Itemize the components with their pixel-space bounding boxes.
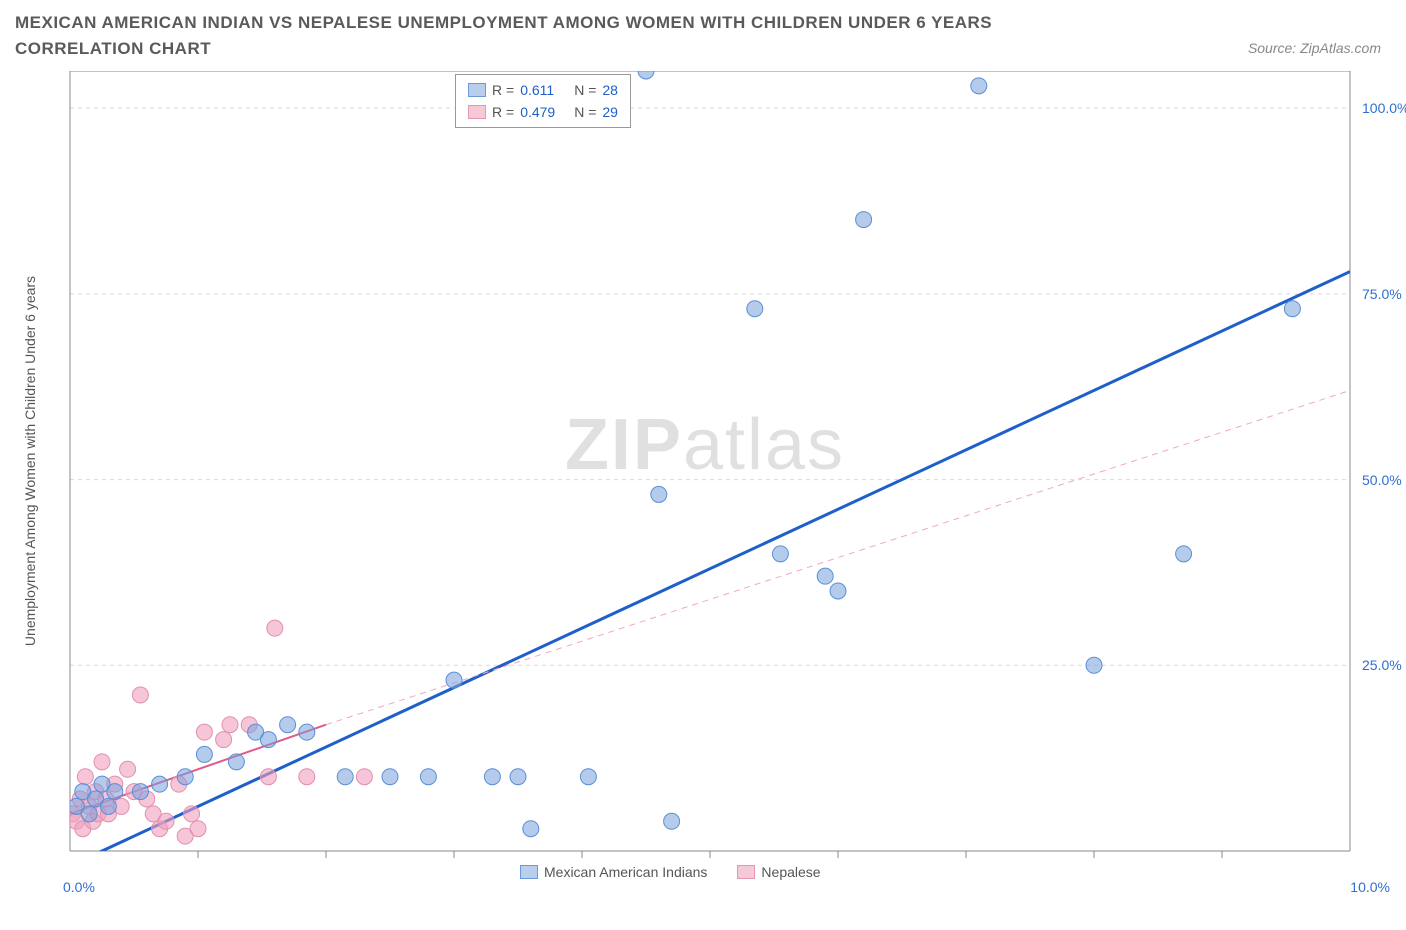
- r-label: R =: [492, 79, 514, 101]
- y-axis-label: Unemployment Among Women with Children U…: [22, 276, 38, 646]
- legend-swatch: [737, 865, 755, 879]
- legend-swatch: [468, 105, 486, 119]
- stats-row: R = 0.479 N = 29: [468, 101, 618, 123]
- legend-item: Mexican American Indians: [520, 864, 707, 880]
- legend-swatch: [520, 865, 538, 879]
- n-label: N =: [574, 101, 596, 123]
- scatter-chart: [15, 71, 1395, 901]
- n-label: N =: [574, 79, 596, 101]
- x-axis-min-label: 0.0%: [63, 879, 95, 895]
- r-value: 0.611: [520, 79, 568, 101]
- y-tick-label: 100.0%: [1362, 100, 1406, 116]
- series-legend: Mexican American Indians Nepalese: [520, 864, 821, 880]
- legend-item: Nepalese: [737, 864, 820, 880]
- chart-container: Unemployment Among Women with Children U…: [15, 71, 1395, 901]
- stats-legend: R = 0.611 N = 28 R = 0.479 N = 29: [455, 74, 631, 128]
- legend-label: Nepalese: [761, 864, 820, 880]
- n-value: 29: [602, 101, 618, 123]
- stats-row: R = 0.611 N = 28: [468, 79, 618, 101]
- r-value: 0.479: [520, 101, 568, 123]
- legend-swatch: [468, 83, 486, 97]
- r-label: R =: [492, 101, 514, 123]
- x-axis-max-label: 10.0%: [1350, 879, 1390, 895]
- source-label: Source: ZipAtlas.com: [1248, 40, 1381, 56]
- legend-label: Mexican American Indians: [544, 864, 707, 880]
- y-tick-label: 25.0%: [1362, 657, 1402, 673]
- y-tick-label: 75.0%: [1362, 286, 1402, 302]
- n-value: 28: [602, 79, 618, 101]
- y-tick-label: 50.0%: [1362, 472, 1402, 488]
- chart-title: MEXICAN AMERICAN INDIAN VS NEPALESE UNEM…: [15, 10, 1115, 61]
